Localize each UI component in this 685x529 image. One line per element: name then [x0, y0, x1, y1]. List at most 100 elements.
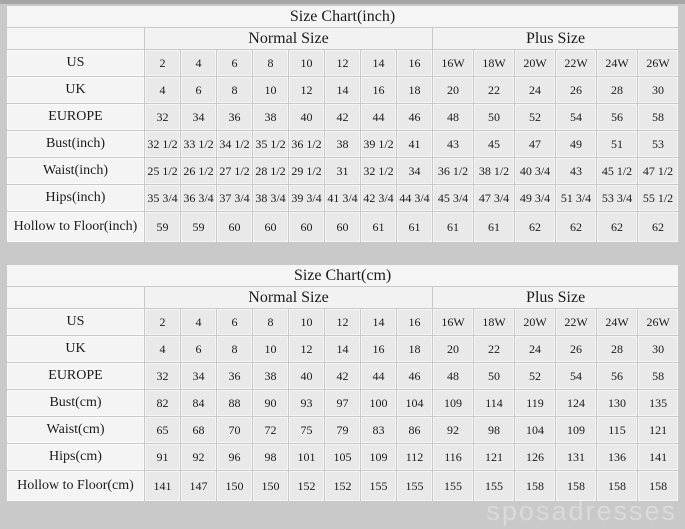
size-value: 93	[288, 389, 325, 417]
row-label: Hollow to Floor(cm)	[6, 470, 145, 502]
size-value: 60	[288, 211, 325, 243]
size-value: 39 1/2	[360, 130, 397, 158]
size-value: 56	[596, 362, 638, 390]
size-value: 86	[396, 416, 433, 444]
size-value: 60	[324, 211, 361, 243]
size-value: 52	[514, 103, 556, 131]
size-value: 4	[144, 76, 181, 104]
size-value: 39 3/4	[288, 184, 325, 212]
size-value: 28 1/2	[252, 157, 289, 185]
size-value: 25 1/2	[144, 157, 181, 185]
size-value: 28	[596, 76, 638, 104]
size-value: 158	[514, 470, 556, 502]
size-value: 126	[514, 443, 556, 471]
size-value: 24	[514, 335, 556, 363]
size-value: 147	[180, 470, 217, 502]
size-value: 91	[144, 443, 181, 471]
size-value: 150	[252, 470, 289, 502]
row-label: Waist(inch)	[6, 157, 145, 185]
size-value: 24	[514, 76, 556, 104]
size-value: 26W	[636, 49, 680, 77]
size-value: 54	[555, 362, 597, 390]
size-value: 8	[216, 76, 253, 104]
size-value: 47 3/4	[473, 184, 515, 212]
column-group-normal: Normal Size	[144, 27, 433, 50]
size-value: 41	[396, 130, 433, 158]
table-row: UK 4 6 8 10 12 14 16 18 20 22 24 26 28 30	[6, 76, 680, 104]
size-value: 36	[216, 362, 253, 390]
size-value: 26	[555, 76, 597, 104]
size-value: 18W	[473, 49, 515, 77]
size-value: 10	[252, 335, 289, 363]
size-value: 72	[252, 416, 289, 444]
size-value: 18	[396, 76, 433, 104]
size-value: 68	[180, 416, 217, 444]
size-value: 40 3/4	[514, 157, 556, 185]
size-value: 158	[596, 470, 638, 502]
size-value: 44 3/4	[396, 184, 433, 212]
size-value: 43	[555, 157, 597, 185]
size-value: 40	[288, 103, 325, 131]
size-value: 48	[432, 103, 474, 131]
size-value: 60	[252, 211, 289, 243]
size-chart-cm: Size Chart(cm) Normal Size Plus Size US 2 4 6 8…	[5, 264, 680, 502]
size-value: 62	[555, 211, 597, 243]
size-value: 4	[180, 308, 217, 336]
size-value: 62	[514, 211, 556, 243]
size-value: 75	[288, 416, 325, 444]
size-value: 97	[324, 389, 361, 417]
corner-cell	[6, 27, 145, 50]
size-value: 34	[396, 157, 433, 185]
size-value: 10	[288, 308, 325, 336]
size-value: 38	[324, 130, 361, 158]
size-value: 150	[216, 470, 253, 502]
table-row: Hollow to Floor(inch) 59 59 60 60 60 60 61 61 61 6…	[6, 211, 680, 243]
size-value: 42	[324, 362, 361, 390]
size-value: 84	[180, 389, 217, 417]
size-value: 82	[144, 389, 181, 417]
size-value: 12	[288, 76, 325, 104]
size-value: 2	[144, 49, 181, 77]
size-value: 35 1/2	[252, 130, 289, 158]
row-label: Bust(inch)	[6, 130, 145, 158]
size-value: 20W	[514, 308, 556, 336]
size-value: 45	[473, 130, 515, 158]
size-value: 58	[636, 103, 680, 131]
size-value: 36 1/2	[288, 130, 325, 158]
size-value: 16	[396, 49, 433, 77]
size-value: 32 1/2	[360, 157, 397, 185]
size-value: 152	[324, 470, 361, 502]
size-value: 14	[360, 308, 397, 336]
row-label: EUROPE	[6, 362, 145, 390]
size-value: 155	[396, 470, 433, 502]
size-value: 29 1/2	[288, 157, 325, 185]
size-value: 10	[252, 76, 289, 104]
size-value: 141	[636, 443, 680, 471]
size-value: 16W	[432, 308, 474, 336]
size-value: 61	[473, 211, 515, 243]
size-value: 45 1/2	[596, 157, 638, 185]
size-value: 22W	[555, 308, 597, 336]
size-value: 30	[636, 335, 680, 363]
size-value: 12	[288, 335, 325, 363]
table-row: US 2 4 6 8 10 12 14 16 16W 18W 20W 22W 24W 26W	[6, 49, 680, 77]
size-value: 53	[636, 130, 680, 158]
size-value: 22W	[555, 49, 597, 77]
table-row: Hips(inch) 35 3/4 36 3/4 37 3/4 38 3/4 39 3/4…	[6, 184, 680, 212]
size-value: 135	[636, 389, 680, 417]
size-value: 59	[180, 211, 217, 243]
size-value: 47 1/2	[636, 157, 680, 185]
size-value: 34	[180, 103, 217, 131]
size-value: 38 3/4	[252, 184, 289, 212]
size-value: 58	[636, 362, 680, 390]
size-value: 48	[432, 362, 474, 390]
size-value: 61	[396, 211, 433, 243]
size-value: 12	[324, 308, 361, 336]
size-value: 4	[144, 335, 181, 363]
size-value: 124	[555, 389, 597, 417]
size-value: 59	[144, 211, 181, 243]
size-value: 35 3/4	[144, 184, 181, 212]
size-value: 96	[216, 443, 253, 471]
row-label: Hips(cm)	[6, 443, 145, 471]
